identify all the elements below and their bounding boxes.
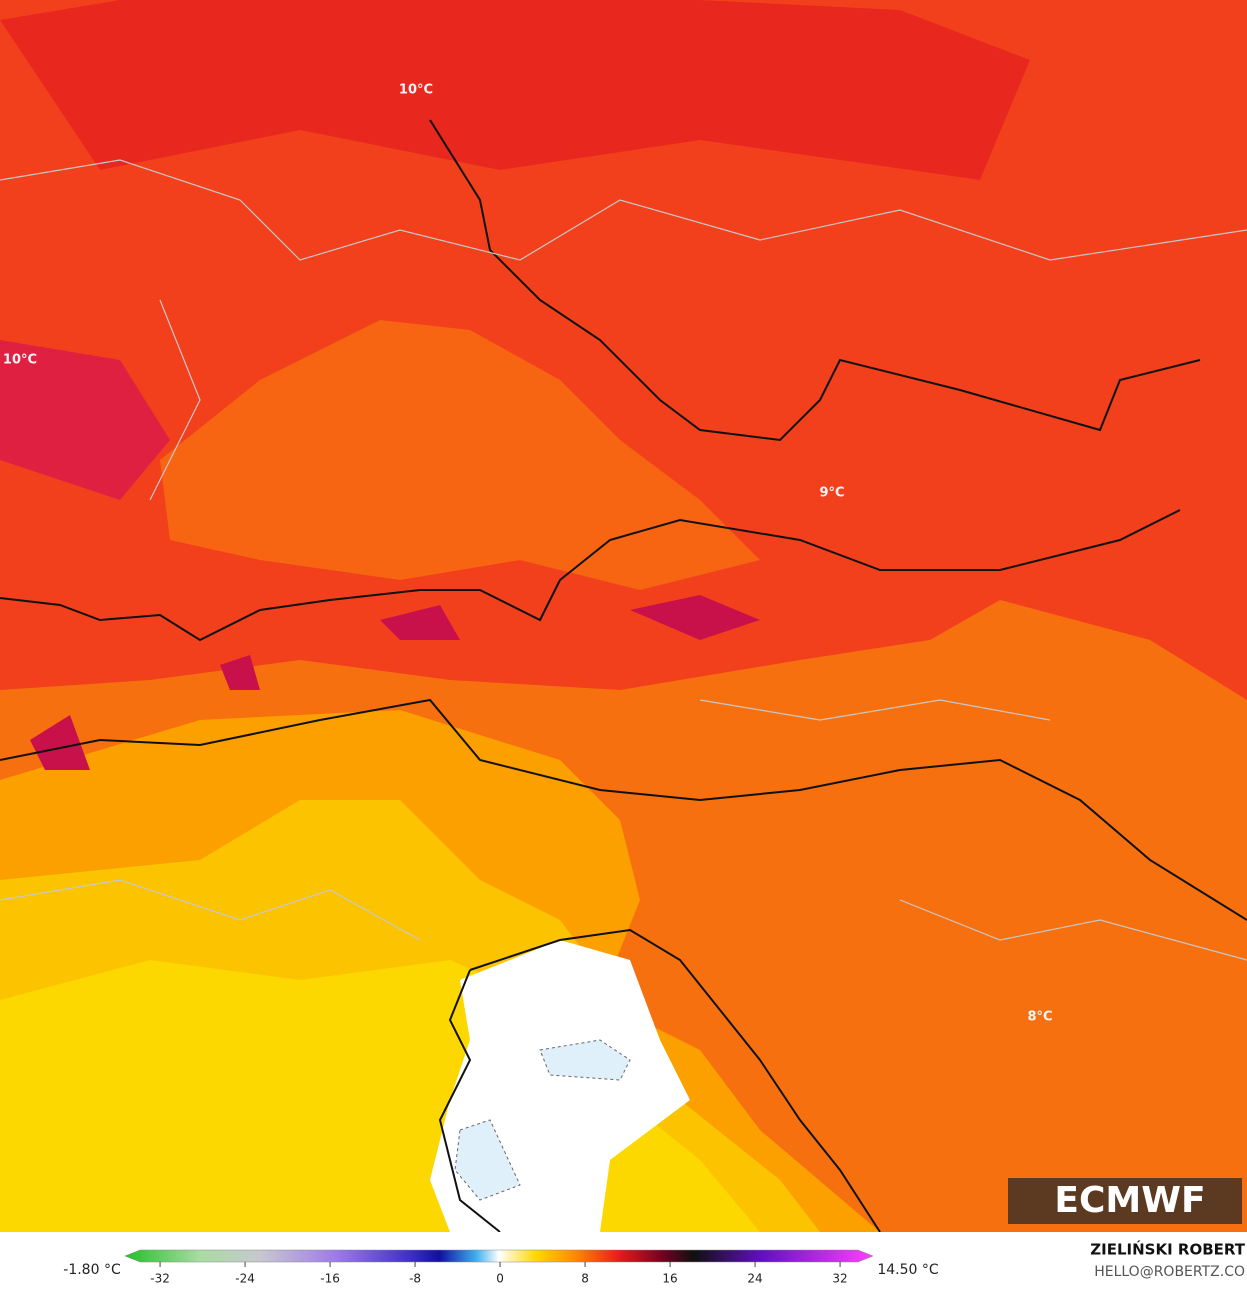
- contour-label: 8°C: [1027, 1010, 1052, 1025]
- colorbar-tick-label: -16: [320, 1272, 340, 1286]
- logo-box: [1008, 1178, 1242, 1224]
- logo: ECMWF: [1054, 1180, 1205, 1221]
- colorbar: -1.80 °C 14.50 °C -32 -24 -16 -8 0 8 16 24 32: [63, 1249, 939, 1286]
- border-line: [429, 119, 1201, 442]
- coastline: [438, 969, 501, 1233]
- contour-label: 10°C: [399, 83, 433, 98]
- border-line: [0, 698, 1247, 921]
- colorbar-tick-label: 8: [581, 1272, 589, 1286]
- contour-label: 9°C: [819, 486, 844, 501]
- warm-zone: [30, 595, 760, 770]
- border-line: [0, 509, 1181, 642]
- colorbar-tick-label: 16: [662, 1272, 677, 1286]
- email: HELLO@ROBERTZ.CO: [1094, 1264, 1245, 1280]
- colorbar-tick-label: -24: [235, 1272, 255, 1286]
- colorbar-min: -1.80 °C: [63, 1262, 121, 1278]
- colorbar-tick-label: -8: [409, 1272, 421, 1286]
- warm-zone: [0, 0, 1030, 180]
- colorbar-bar: [124, 1249, 874, 1263]
- region-line: [0, 159, 1247, 961]
- contour-label: 10°C: [3, 353, 37, 368]
- colorbar-max: 14.50 °C: [877, 1262, 939, 1278]
- mild-zone: [160, 320, 760, 590]
- coastline: [469, 928, 881, 1233]
- colorbar-tick-label: -32: [150, 1272, 170, 1286]
- sea-zone: [454, 1039, 631, 1201]
- colorbar-tick-label: 0: [496, 1272, 504, 1286]
- warm-zone: [0, 340, 170, 500]
- author: ZIELIŃSKI ROBERT: [1090, 1240, 1245, 1259]
- map-area: 10°C 10°C 9°C 8°C ECMWF: [0, 0, 1247, 1233]
- colorbar-tick-label: 32: [832, 1272, 847, 1286]
- colorbar-tick-label: 24: [747, 1272, 762, 1286]
